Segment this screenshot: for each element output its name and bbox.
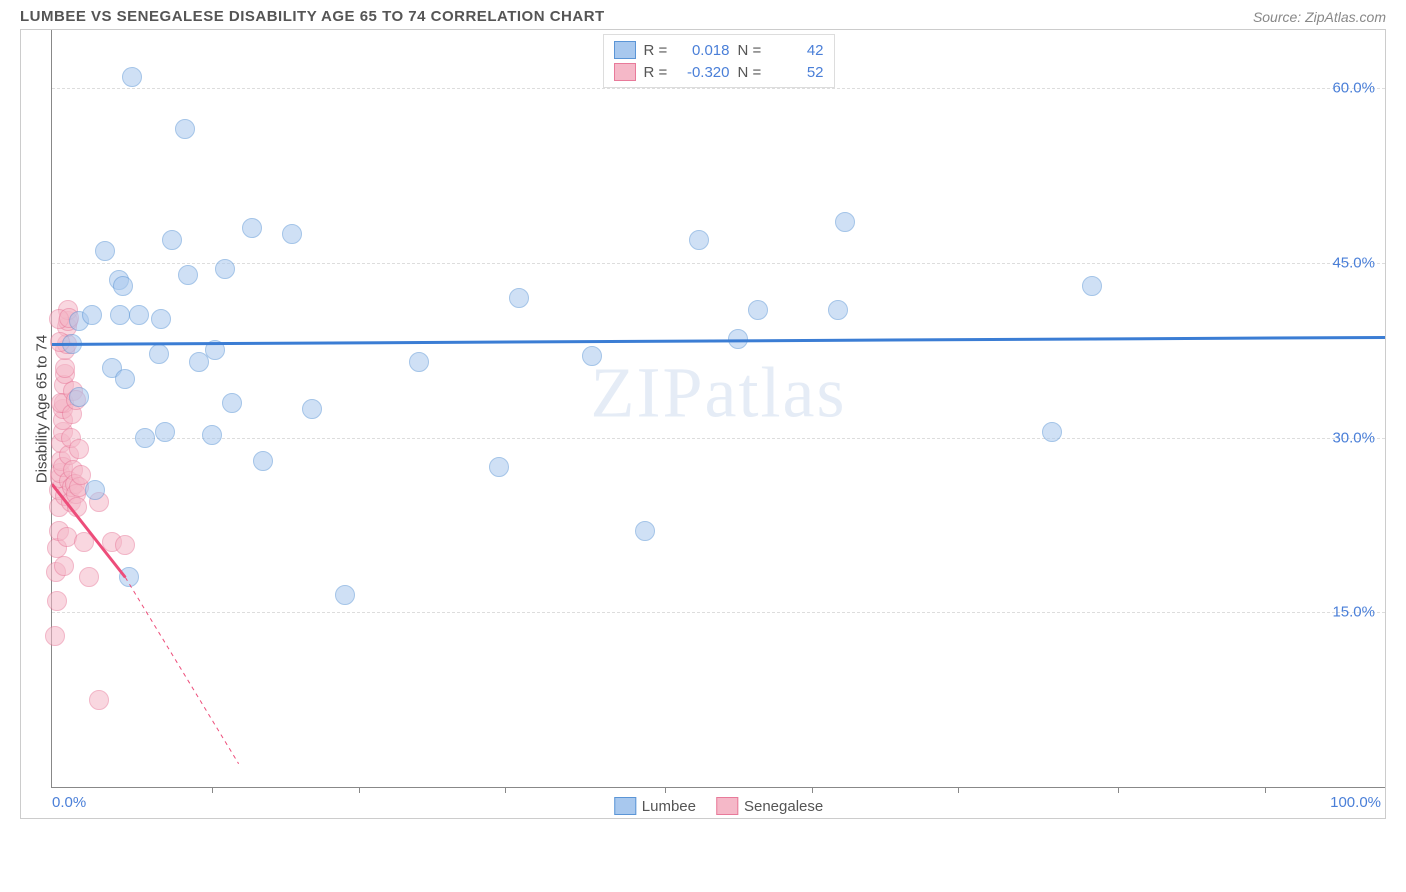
scatter-point	[253, 451, 273, 471]
senegalese-label: Senegalese	[744, 798, 823, 815]
scatter-point	[748, 300, 768, 320]
scatter-point	[85, 480, 105, 500]
xtick	[1265, 787, 1266, 793]
scatter-point	[69, 387, 89, 407]
scatter-point	[489, 457, 509, 477]
series-legend: Lumbee Senegalese	[614, 797, 823, 815]
xtick-label: 0.0%	[52, 794, 86, 811]
scatter-point	[215, 259, 235, 279]
scatter-point	[119, 567, 139, 587]
scatter-point	[115, 535, 135, 555]
plot-area: Disability Age 65 to 74 ZIPatlas R = 0.0…	[51, 30, 1385, 788]
scatter-point	[202, 425, 222, 445]
scatter-point	[135, 428, 155, 448]
scatter-point	[409, 352, 429, 372]
scatter-point	[115, 369, 135, 389]
gridline	[52, 438, 1385, 439]
scatter-point	[89, 690, 109, 710]
correlation-legend: R = 0.018 N = 42 R = -0.320 N = 52	[603, 34, 835, 88]
scatter-point	[302, 399, 322, 419]
ytick-label: 30.0%	[1332, 429, 1375, 446]
scatter-point	[149, 344, 169, 364]
scatter-point	[162, 230, 182, 250]
watermark: ZIPatlas	[591, 352, 847, 435]
scatter-point	[69, 439, 89, 459]
scatter-point	[242, 218, 262, 238]
ytick-label: 45.0%	[1332, 254, 1375, 271]
scatter-point	[110, 305, 130, 325]
scatter-point	[67, 497, 87, 517]
legend-item-lumbee: Lumbee	[614, 797, 696, 815]
scatter-point	[54, 556, 74, 576]
scatter-point	[689, 230, 709, 250]
gridline	[52, 612, 1385, 613]
lumbee-swatch-icon	[614, 797, 636, 815]
scatter-point	[835, 212, 855, 232]
scatter-point	[509, 288, 529, 308]
chart-container: Disability Age 65 to 74 ZIPatlas R = 0.0…	[20, 29, 1386, 819]
scatter-point	[45, 626, 65, 646]
xtick	[505, 787, 506, 793]
legend-item-senegalese: Senegalese	[716, 797, 823, 815]
scatter-point	[82, 305, 102, 325]
scatter-point	[728, 329, 748, 349]
xtick	[958, 787, 959, 793]
ytick-label: 60.0%	[1332, 80, 1375, 97]
xtick	[665, 787, 666, 793]
scatter-point	[79, 567, 99, 587]
scatter-point	[205, 340, 225, 360]
source-attribution: Source: ZipAtlas.com	[1253, 9, 1386, 25]
scatter-point	[151, 309, 171, 329]
gridline	[52, 88, 1385, 89]
n-label: N =	[738, 42, 766, 59]
scatter-point	[95, 241, 115, 261]
scatter-point	[582, 346, 602, 366]
scatter-point	[282, 224, 302, 244]
xtick	[1118, 787, 1119, 793]
gridline	[52, 263, 1385, 264]
senegalese-n-value: 52	[774, 64, 824, 81]
scatter-point	[122, 67, 142, 87]
lumbee-r-value: 0.018	[680, 42, 730, 59]
legend-row-senegalese: R = -0.320 N = 52	[614, 61, 824, 83]
trend-lines-layer	[52, 30, 1385, 787]
ytick-label: 15.0%	[1332, 604, 1375, 621]
senegalese-swatch-icon	[614, 63, 636, 81]
senegalese-r-value: -0.320	[680, 64, 730, 81]
scatter-point	[828, 300, 848, 320]
scatter-point	[113, 276, 133, 296]
scatter-point	[178, 265, 198, 285]
scatter-point	[129, 305, 149, 325]
xtick	[212, 787, 213, 793]
xtick	[812, 787, 813, 793]
scatter-point	[175, 119, 195, 139]
lumbee-label: Lumbee	[642, 798, 696, 815]
lumbee-swatch-icon	[614, 41, 636, 59]
scatter-point	[47, 591, 67, 611]
senegalese-swatch-icon	[716, 797, 738, 815]
scatter-point	[635, 521, 655, 541]
xtick-label: 100.0%	[1330, 794, 1381, 811]
legend-row-lumbee: R = 0.018 N = 42	[614, 39, 824, 61]
n-label: N =	[738, 64, 766, 81]
scatter-point	[55, 358, 75, 378]
y-axis-label: Disability Age 65 to 74	[34, 334, 51, 482]
scatter-point	[335, 585, 355, 605]
scatter-point	[62, 334, 82, 354]
xtick	[359, 787, 360, 793]
scatter-point	[1042, 422, 1062, 442]
lumbee-n-value: 42	[774, 42, 824, 59]
scatter-point	[155, 422, 175, 442]
scatter-point	[1082, 276, 1102, 296]
r-label: R =	[644, 42, 672, 59]
r-label: R =	[644, 64, 672, 81]
chart-title: LUMBEE VS SENEGALESE DISABILITY AGE 65 T…	[20, 8, 605, 25]
scatter-point	[222, 393, 242, 413]
scatter-point	[74, 532, 94, 552]
